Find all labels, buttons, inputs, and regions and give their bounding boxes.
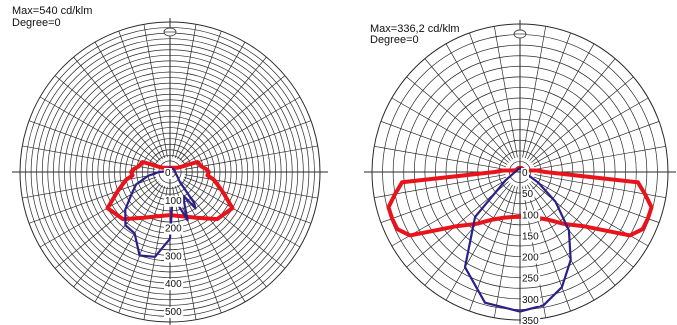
- chart-2-max-label: Max=336,2 cd/klm: [370, 23, 460, 35]
- polar-chart-2: 0 50 100 150 200 250 300 350: [364, 20, 676, 325]
- tick-label-bg: [521, 189, 535, 201]
- grid-spoke: [445, 184, 513, 301]
- grid-spoke: [469, 32, 516, 159]
- grid-spoke: [22, 145, 156, 170]
- tick-label-bg: [164, 306, 184, 318]
- grid-spoke: [177, 41, 246, 160]
- grid-spoke: [182, 179, 301, 248]
- tick-label-bg: [164, 168, 172, 179]
- tick-label: 350: [522, 316, 539, 325]
- tick-label-bg: [521, 252, 541, 264]
- tick-label: 0: [522, 168, 528, 179]
- tick-label: 300: [522, 295, 539, 306]
- grid-spoke: [28, 120, 157, 168]
- grid-spoke: [524, 32, 571, 159]
- grid-spoke: [493, 186, 518, 318]
- grid-spoke: [73, 183, 161, 288]
- tick-label-bg: [521, 316, 541, 325]
- tick-label: 200: [165, 224, 182, 235]
- grid-spoke: [179, 56, 267, 161]
- tick-label: 300: [165, 251, 182, 262]
- grid-spoke: [424, 183, 511, 286]
- grid-spoke: [94, 184, 163, 303]
- grid-spoke: [54, 181, 159, 269]
- grid-spoke: [527, 43, 595, 160]
- grid-spoke: [184, 174, 318, 199]
- tick-label: 100: [165, 196, 182, 207]
- tick-label: 200: [522, 253, 539, 264]
- grid-spoke: [524, 185, 571, 312]
- chart-1-degree-label: Degree=0: [12, 17, 61, 29]
- tick-label: 150: [522, 231, 539, 242]
- grid-spoke: [143, 24, 168, 158]
- grid-spoke: [533, 121, 660, 168]
- tick-label-bg: [521, 294, 541, 306]
- grid-spoke: [532, 97, 649, 165]
- grid-spoke: [172, 186, 197, 320]
- grid-spoke: [174, 30, 222, 159]
- grid-spoke: [179, 183, 267, 288]
- tick-label: 500: [165, 307, 182, 318]
- tick-label: 100: [522, 210, 539, 221]
- grid-spoke: [493, 26, 518, 158]
- tick-label-bg: [164, 251, 184, 263]
- grid-spoke: [522, 26, 547, 158]
- grid-spoke: [424, 58, 511, 161]
- tick-label: 400: [165, 279, 182, 290]
- tick-label-bg: [164, 279, 184, 291]
- grid-spoke: [177, 184, 246, 303]
- tick-label: 50: [522, 189, 534, 200]
- grid-spoke: [73, 56, 161, 161]
- grid-spoke: [172, 24, 197, 158]
- chart-2-degree-label: Degree=0: [370, 34, 419, 46]
- series-curve-1: [386, 165, 654, 238]
- grid-spoke: [445, 43, 513, 160]
- grid-spoke: [22, 174, 156, 199]
- grid-spoke: [183, 176, 312, 224]
- grid-spoke: [181, 75, 286, 163]
- tick-label-bg: [521, 210, 541, 222]
- grid-spoke: [531, 76, 634, 163]
- grid-spoke: [118, 30, 166, 159]
- grid-spoke: [183, 120, 312, 168]
- grid-spoke: [39, 96, 158, 165]
- grid-spoke: [118, 185, 166, 314]
- grid-spoke: [529, 58, 616, 161]
- chart-1-max-label: Max=540 cd/klm: [12, 5, 93, 17]
- grid-spoke: [54, 75, 159, 163]
- grid-spoke: [39, 179, 158, 248]
- grid-spoke: [380, 176, 507, 223]
- grid-spoke: [94, 41, 163, 160]
- tick-label-bg: [164, 223, 184, 235]
- grid-spoke: [533, 176, 660, 223]
- grid-spoke: [181, 181, 286, 269]
- grid-spoke: [374, 145, 506, 170]
- grid-spoke: [534, 145, 666, 170]
- grid-spoke: [391, 97, 508, 165]
- tick-label: 0: [165, 168, 171, 179]
- grid-spoke: [182, 96, 301, 165]
- tick-label-bg: [521, 231, 541, 243]
- tick-label-bg: [164, 195, 184, 207]
- grid-spoke: [529, 183, 616, 286]
- tick-label-bg: [521, 273, 541, 285]
- polar-chart-1: 0 100 200 300 400 500: [12, 18, 328, 325]
- grid-spoke: [406, 76, 509, 163]
- tick-label: 250: [522, 274, 539, 285]
- series-curve-1: [105, 160, 235, 222]
- grid-spoke: [380, 121, 507, 168]
- grid-spoke: [522, 186, 547, 318]
- grid-spoke: [527, 184, 595, 301]
- grid-spoke: [143, 186, 168, 320]
- tick-label-bg: [521, 168, 529, 179]
- grid-spoke: [184, 145, 318, 170]
- grid-spoke: [174, 185, 222, 314]
